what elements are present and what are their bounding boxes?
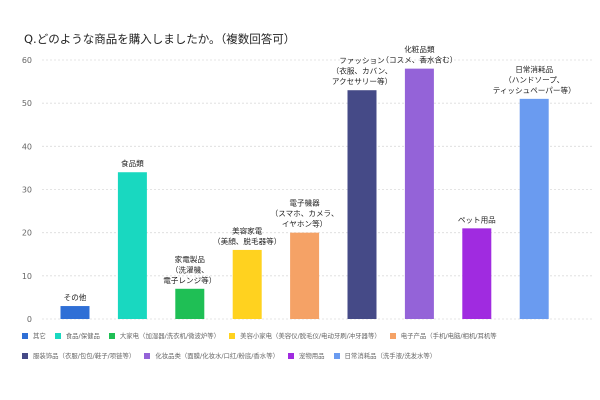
legend-swatch (144, 352, 151, 359)
bar-label: その他 (64, 292, 87, 302)
legend-row-1: 其它 食品/保健品 大家电（加湿器/洗衣机/微波炉等） 美容小家电（美容仪/脱毛仪/电… (22, 331, 506, 341)
bar (404, 68, 434, 319)
y-tick-label: 30 (22, 186, 32, 195)
bar-label: ペット用品 (458, 215, 496, 224)
legend-label: 美容小家电（美容仪/脱毛仪/电动牙刷/冲牙器等） (240, 332, 381, 340)
bar-label: （コスメ、香水含む） (381, 55, 457, 65)
bar-label: ファッション (339, 56, 385, 65)
y-tick-label: 10 (22, 272, 32, 281)
legend-label: 服装饰品（衣服/包包/鞋子/项链等） (33, 352, 136, 360)
legend-swatch (333, 352, 340, 359)
bar-label: 家電製品 (175, 254, 206, 264)
legend-swatch (22, 352, 28, 359)
bar (60, 306, 90, 319)
bar (232, 249, 262, 319)
bar-label: 電子レンジ等） (163, 275, 216, 285)
legend-label: 其它 (33, 332, 46, 340)
legend-swatch (22, 332, 28, 339)
legend-swatch (287, 352, 294, 359)
bar-label: （美顔、脱毛器等） (213, 236, 281, 246)
legend-label: 大家电（加湿器/洗衣机/微波炉等） (119, 332, 221, 340)
legend-label: 电子产品（手机/电脑/相机/耳机等 (400, 332, 497, 340)
bar-label: 化粧品類 (404, 44, 435, 54)
bar (290, 232, 320, 319)
y-tick-label: 60 (22, 56, 32, 65)
y-tick-label: 20 (22, 229, 32, 238)
bar (347, 90, 377, 319)
legend-item: 服装饰品（衣服/包包/鞋子/项链等） (22, 351, 135, 360)
y-tick-label: 50 (22, 99, 32, 108)
legend-item: 日常消耗品（洗手液/洗发水等） (333, 351, 437, 360)
bar-label: （スマホ、カメラ、 (271, 209, 339, 218)
legend-label: 宠物用品 (298, 352, 325, 360)
bar-label: アクセサリー等） (332, 76, 392, 86)
bar-label: 日常消耗品 (515, 64, 553, 74)
bar (175, 288, 205, 319)
bar (117, 172, 147, 319)
legend-item: 美容小家电（美容仪/脱毛仪/电动牙刷/冲牙器等） (229, 331, 381, 340)
y-tick-label: 40 (22, 142, 32, 151)
legend-item: 其它 (22, 331, 46, 340)
legend-label: 化妆品类（面膜/化妆水/口红/粉底/香水等） (155, 352, 279, 360)
bar-label: （洗濯機、 (171, 264, 209, 274)
legend-item: 宠物用品 (287, 351, 325, 360)
chart-title: Q.どのような商品を購入しましたか。（複数回答可） (24, 32, 296, 46)
legend-row-2: 服装饰品（衣服/包包/鞋子/项链等） 化妆品类（面膜/化妆水/口红/粉底/香水等）… (22, 351, 445, 361)
legend-swatch (54, 332, 61, 339)
bar-label: （衣服、カバン、 (332, 66, 393, 76)
legend-swatch (389, 332, 396, 339)
bar-label: 電子機器 (289, 198, 320, 208)
bar (462, 228, 492, 319)
legend-label: 日常消耗品（洗手液/洗发水等） (344, 352, 437, 360)
bar-label: 美容家電 (232, 225, 263, 235)
legend-swatch (229, 332, 236, 339)
bar (519, 98, 549, 319)
bar-label: （ハンドソープ、 (504, 75, 564, 84)
bar-label: 食品類 (121, 158, 144, 168)
bar-label: イヤホン等） (282, 219, 327, 229)
y-tick-label: 0 (27, 315, 32, 324)
bar-label: ティッシュペーパー等） (493, 85, 576, 95)
legend-item: 电子产品（手机/电脑/相机/耳机等 (389, 331, 497, 340)
legend-swatch (108, 332, 115, 339)
legend-item: 食品/保健品 (54, 331, 100, 340)
legend-item: 大家电（加湿器/洗衣机/微波炉等） (108, 331, 221, 340)
legend-label: 食品/保健品 (65, 332, 100, 340)
legend-item: 化妆品类（面膜/化妆水/口红/粉底/香水等） (144, 351, 279, 360)
